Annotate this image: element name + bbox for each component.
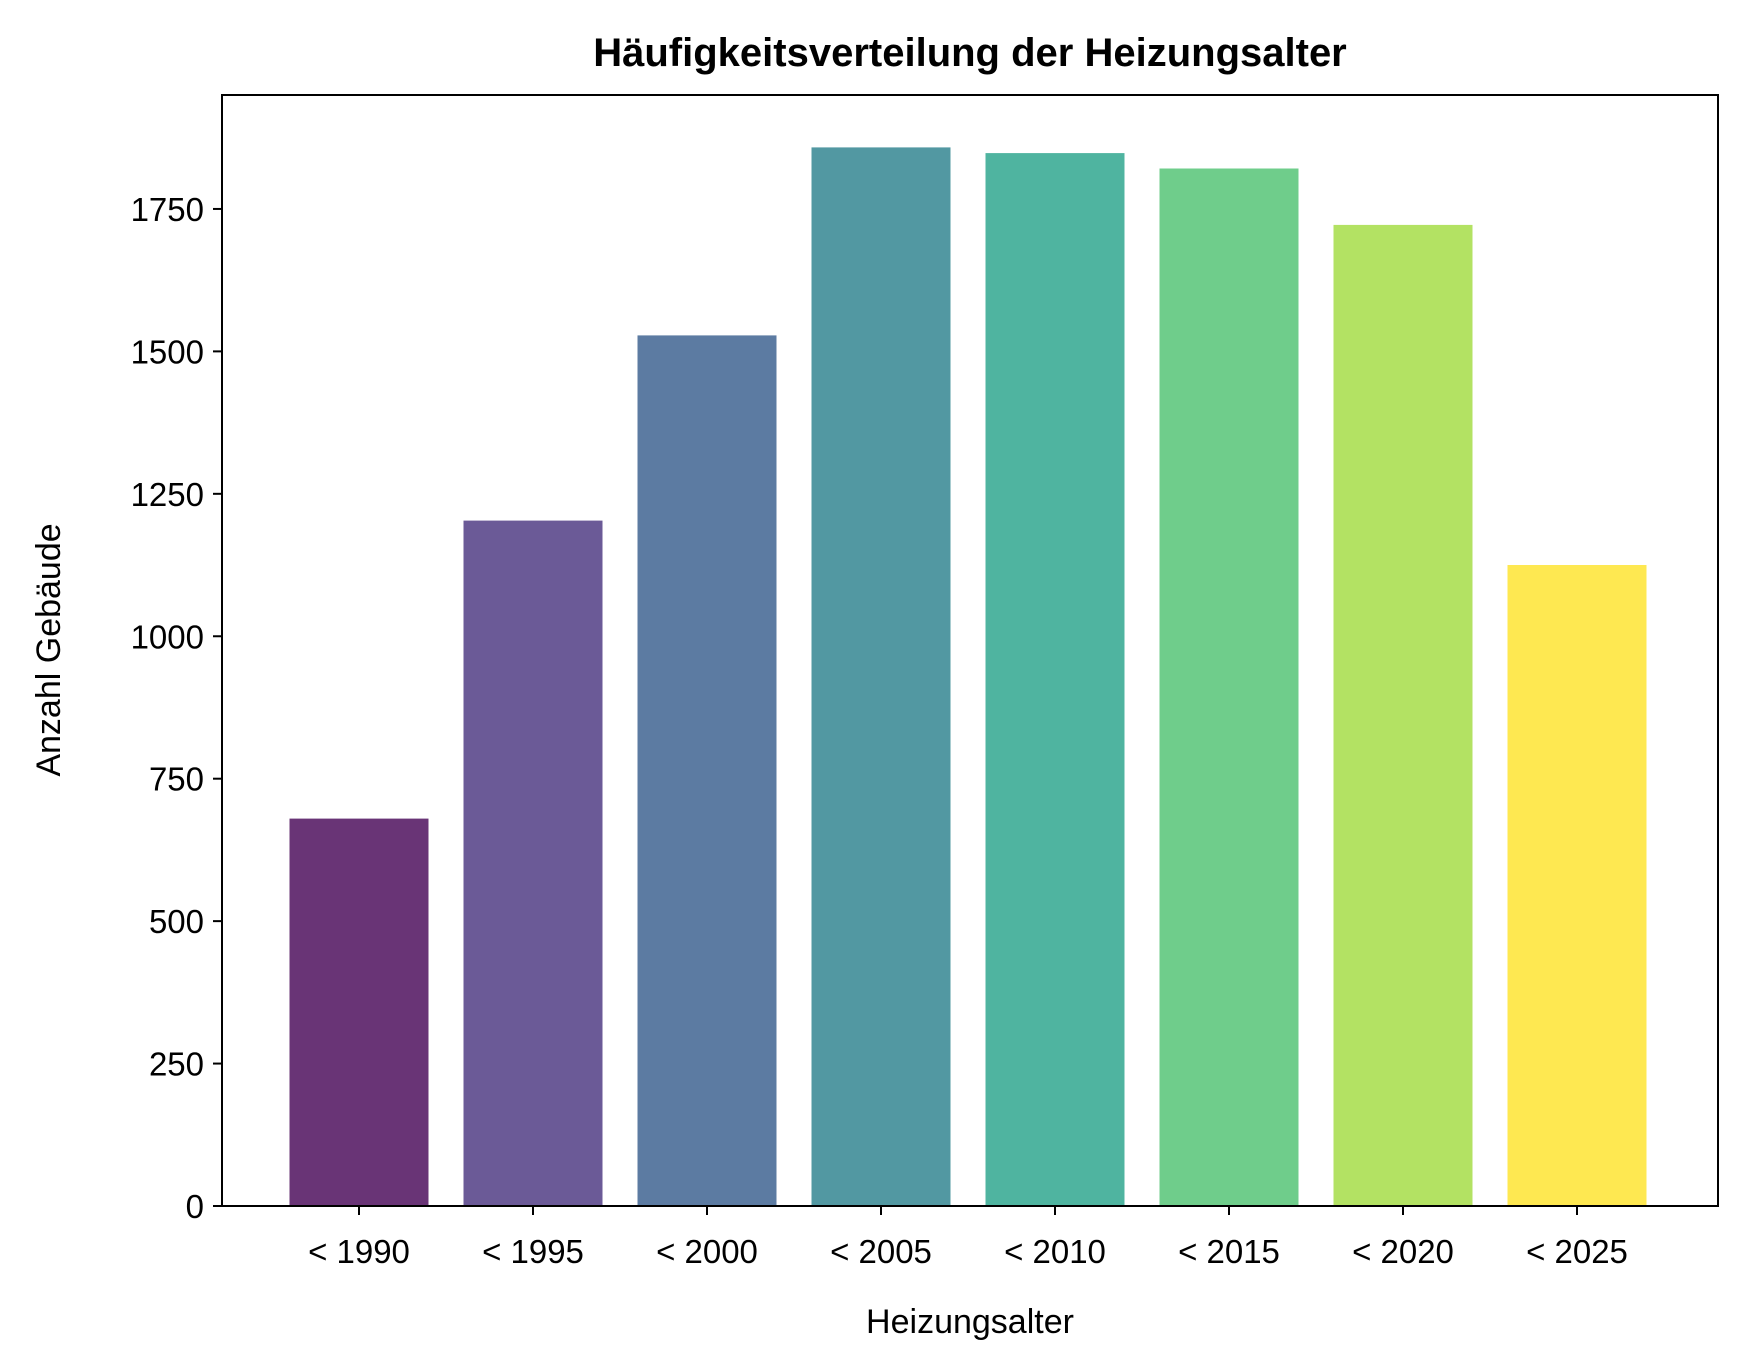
bar-6 [1333, 224, 1473, 1206]
x-tick-label-7: < 2025 [1526, 1233, 1628, 1270]
bar-3 [811, 147, 951, 1206]
plot-frame [221, 94, 1719, 1207]
bars-layer [289, 147, 1647, 1207]
bar-1 [463, 520, 603, 1206]
x-tick-label-1: < 1995 [482, 1233, 584, 1270]
y-tick-label-6: 1500 [131, 333, 204, 370]
bar-5 [1159, 168, 1299, 1206]
x-tick-label-6: < 2020 [1352, 1233, 1454, 1270]
y-tick-label-1: 250 [149, 1046, 204, 1083]
y-tick-label-7: 1750 [131, 191, 204, 228]
y-axis: 0 250 500 750 1000 1250 1500 1750 [131, 191, 222, 1225]
chart-title: Häufigkeitsverteilung der Heizungsalter [593, 31, 1347, 75]
x-tick-label-4: < 2010 [1004, 1233, 1106, 1270]
bar-4 [985, 153, 1125, 1207]
bar-2 [637, 335, 777, 1206]
y-axis-label: Anzahl Gebäude [30, 523, 68, 776]
y-tick-label-5: 1250 [131, 476, 204, 513]
x-tick-label-0: < 1990 [308, 1233, 410, 1270]
bar-0 [289, 818, 429, 1206]
x-tick-label-3: < 2005 [830, 1233, 932, 1270]
y-tick-label-2: 500 [149, 903, 204, 940]
x-tick-label-2: < 2000 [656, 1233, 758, 1270]
y-tick-label-3: 750 [149, 761, 204, 798]
bar-7 [1507, 565, 1647, 1206]
x-axis-label: Heizungsalter [866, 1303, 1074, 1341]
y-tick-label-0: 0 [186, 1188, 204, 1225]
y-tick-label-4: 1000 [131, 618, 204, 655]
x-tick-label-5: < 2015 [1178, 1233, 1280, 1270]
x-axis: < 1990 < 1995 < 2000 < 2005 < 2010 < 2015 < 20… [308, 1206, 1628, 1270]
